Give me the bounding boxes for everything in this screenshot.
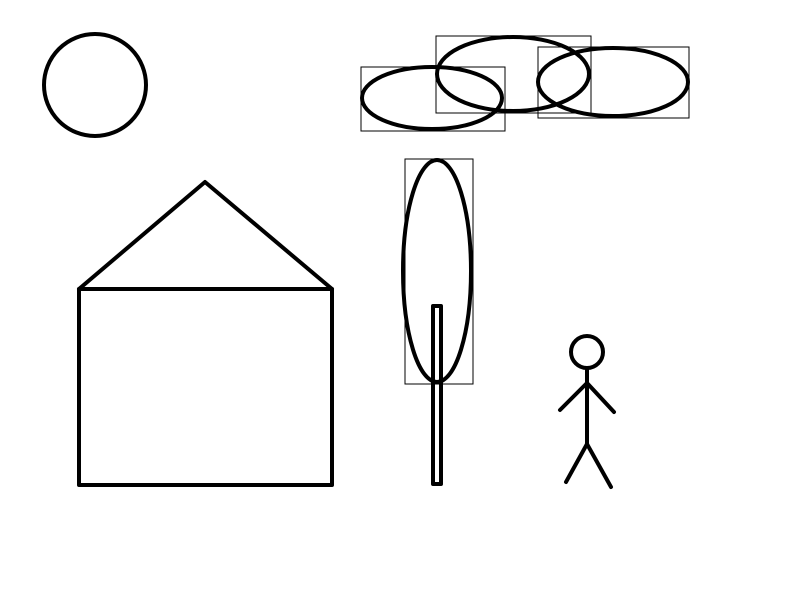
tree-crown[interactable] [401, 158, 473, 384]
person-right-arm [585, 381, 616, 414]
house-body[interactable] [77, 287, 334, 487]
person-head[interactable] [569, 334, 605, 370]
cloud-2[interactable] [435, 35, 591, 113]
person-right-leg [585, 442, 613, 489]
cloud-3[interactable] [536, 46, 690, 118]
tree-trunk[interactable] [431, 304, 443, 486]
person-left-arm [558, 381, 589, 412]
person-left-leg [564, 442, 589, 484]
sun [42, 32, 148, 138]
house-roof[interactable] [77, 180, 334, 291]
cloud-1[interactable] [360, 65, 504, 131]
